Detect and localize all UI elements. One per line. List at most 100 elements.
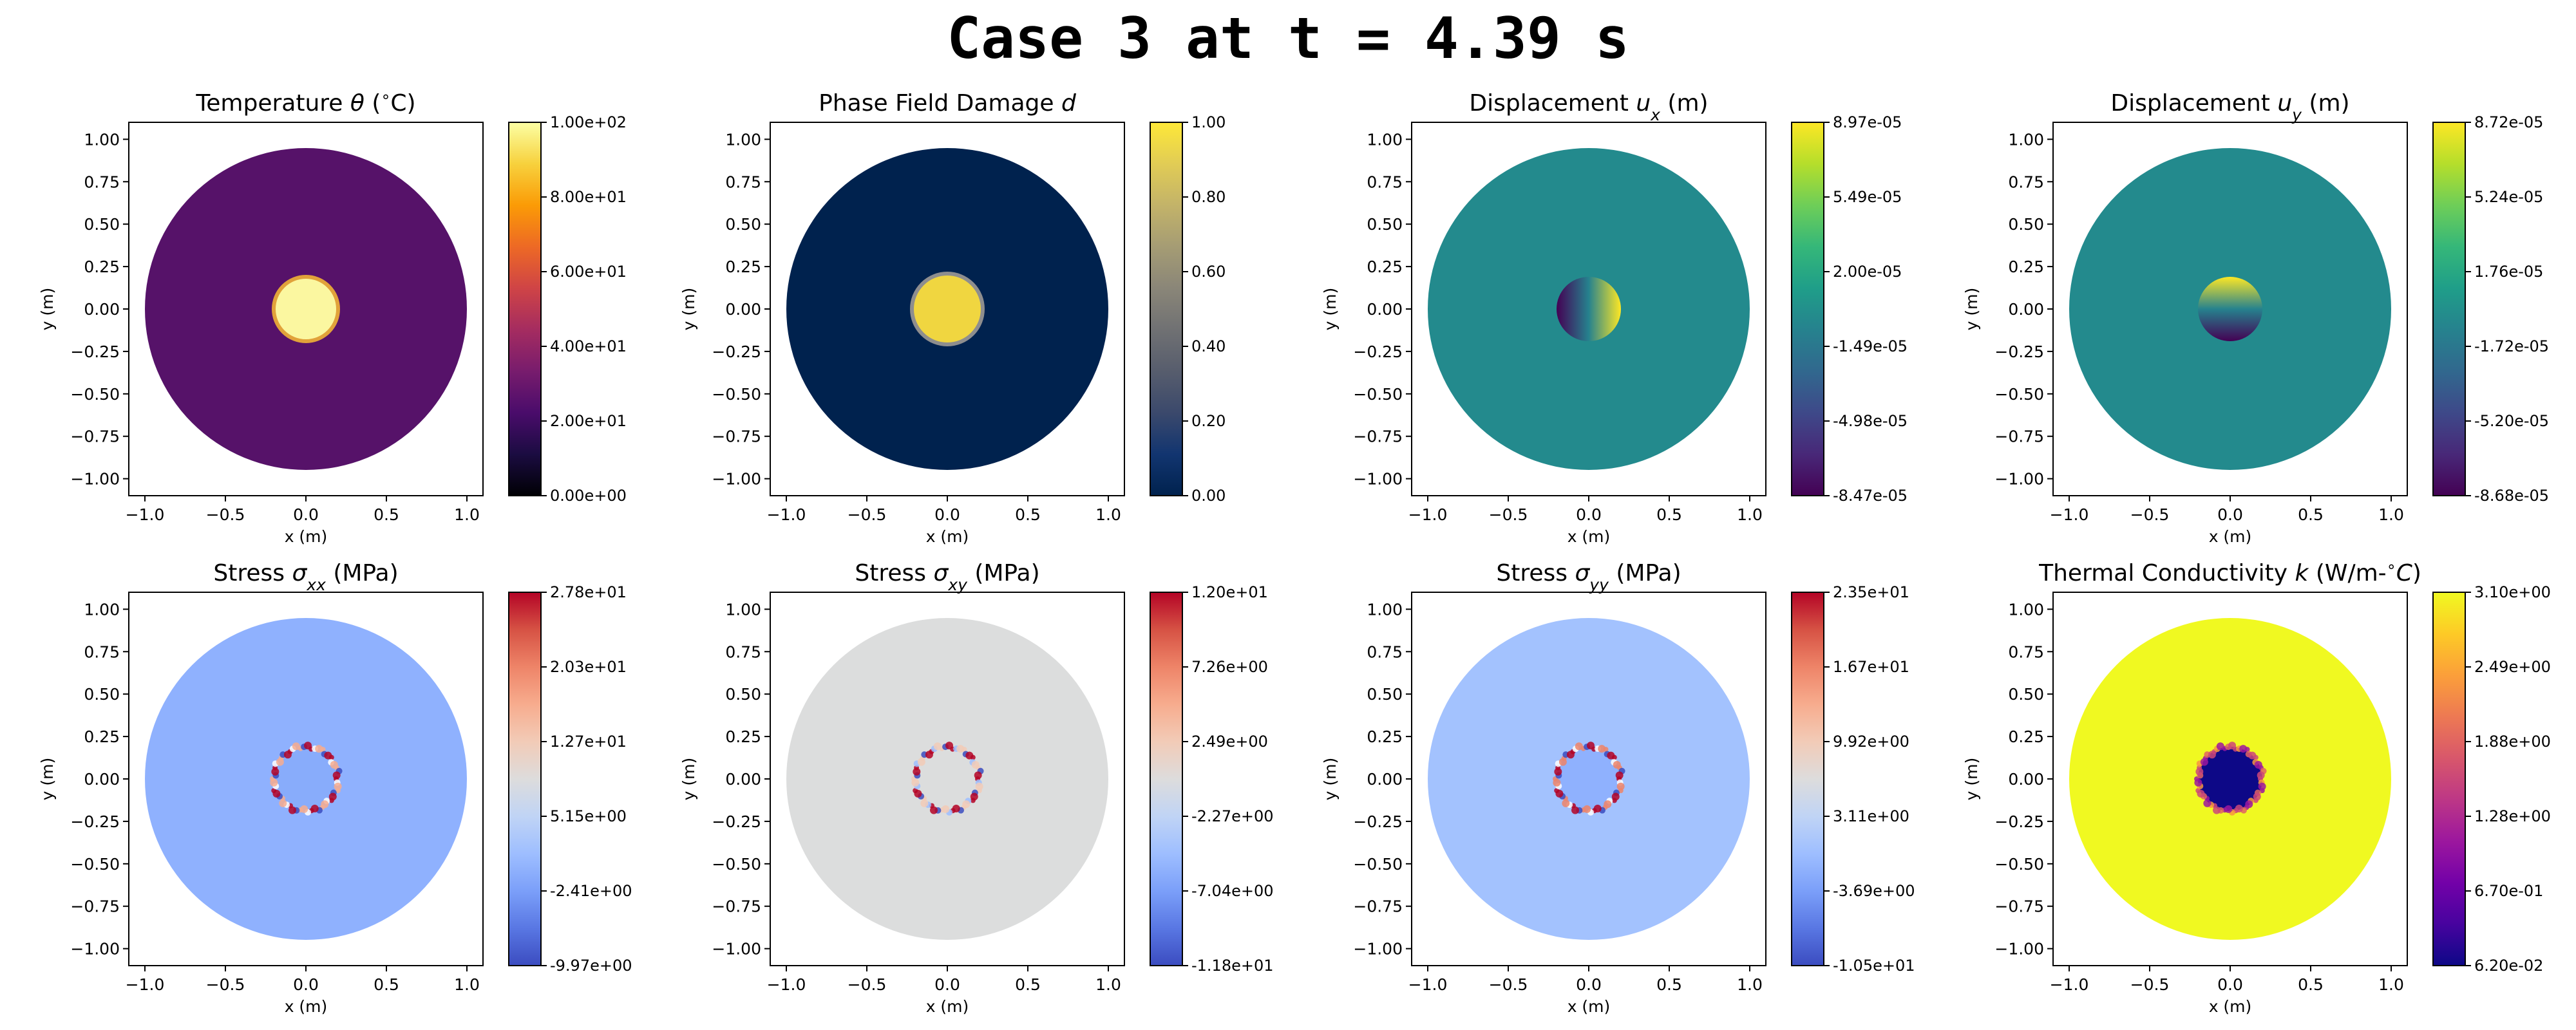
ring-blob [1603,747,1609,753]
colorbar-tick-label: 1.67e+01 [1833,658,1909,676]
y-tick-label: −1.00 [1994,940,2044,959]
colorbar [1150,122,1183,496]
subplot-3: Displacement ux (m) −1.0 −0.5 0.0 0.5 1.0 −1.0… [1321,90,1908,546]
y-tick-label: −0.25 [1994,342,2044,361]
y-tick-label: −1.00 [1353,470,1403,489]
ring-blob [2213,806,2221,814]
ring-blob [970,798,976,803]
y-tick-label: −0.25 [1353,342,1403,361]
colorbar [1791,122,1824,496]
x-tick-label: 0.0 [1576,505,1602,524]
y-tick-label: 1.00 [84,600,120,619]
subplot-8: Thermal Conductivity k (W/m-∘C)−1.0 −0.5 0… [1962,557,2551,1016]
colorbar-tick-label: -2.41e+00 [550,882,632,900]
subplot-5: Stress σxx (MPa) −1.0 −0.5 0.0 0.5 1.0 −1.00 −0… [38,560,632,1016]
x-tick-label: 1.0 [454,975,480,994]
y-tick-label: 0.75 [1367,642,1403,661]
ring-blob [976,788,982,794]
colorbar [508,122,542,496]
ring-blob [2253,798,2259,803]
colorbar [1791,592,1824,966]
x-tick-label: 0.0 [2217,975,2243,994]
ring-blob [1554,788,1560,794]
y-tick-label: 1.00 [725,600,761,619]
colorbar-tick-label: 3.10e+00 [2474,583,2551,601]
y-tick-label: 0.25 [84,258,120,276]
colorbar-tick-label: 1.27e+01 [550,733,627,751]
colorbar-tick-label: 6.70e-01 [2474,882,2543,900]
colorbar-tick-label: 5.15e+00 [550,807,627,825]
ring-blob [2259,788,2265,794]
x-tick-label: 0.5 [2298,975,2324,994]
x-axis-label: x (m) [1567,527,1611,546]
x-tick-label: 0.5 [374,505,399,524]
subplot-4: Displacement uy (m) −1.0 −0.5 0.0 0.5 1.0 −1.0… [1962,90,2549,546]
y-tick-label: −0.50 [1353,855,1403,874]
colorbar-tick-label: 1.76e-05 [2474,263,2543,281]
colorbar-tick-label: -2.27e+00 [1191,807,1274,825]
x-axis-label: x (m) [1567,997,1611,1016]
x-tick-label: 0.0 [934,975,960,994]
subplot-title: Stress σyy (MPa) [1496,560,1681,594]
colorbar-tick-label: 6.20e-02 [2474,957,2543,975]
y-tick-label: 1.00 [84,130,120,149]
y-tick-label: −1.00 [70,470,120,489]
ring-blob [920,799,929,807]
y-tick-label: 0.00 [84,770,120,789]
colorbar-tick-label: 1.00 [1191,113,1226,131]
y-tick-label: 0.00 [725,300,761,319]
y-tick-label: −0.25 [70,812,120,831]
x-tick-label: −0.5 [2130,505,2170,524]
y-tick-label: −0.25 [712,342,761,361]
subplot-2: Phase Field Damage d −1.0 −0.5 0.0 0.5 1.0 −1.… [679,90,1226,546]
colorbar-tick-label: 0.20 [1191,412,1226,430]
subplot-1: Temperature θ (∘C) −1.0 −0.5 0.0 0.5 1.0 −1.00… [38,88,627,546]
y-tick-label: −0.75 [1994,897,2044,916]
y-tick-label: 1.00 [2008,130,2044,149]
y-tick-label: 1.00 [1367,600,1403,619]
colorbar-tick-label: 8.97e-05 [1833,113,1902,131]
y-tick-label: −0.50 [712,855,761,874]
y-tick-label: −0.75 [1353,427,1403,446]
y-tick-label: −0.50 [1353,385,1403,404]
inclusion [272,275,340,343]
x-tick-label: −1.0 [2050,975,2089,994]
y-tick-label: −0.75 [70,897,120,916]
ring-blob [332,771,341,780]
y-tick-label: 0.50 [84,215,120,234]
y-axis-label: y (m) [1321,758,1340,801]
y-axis-label: y (m) [38,288,57,331]
colorbar-tick-label: 0.00e+00 [550,487,627,505]
y-tick-label: 1.00 [2008,600,2044,619]
y-tick-label: 0.25 [725,258,761,276]
y-tick-label: 1.00 [725,130,761,149]
subplot-title: Stress σxx (MPa) [213,560,398,594]
x-tick-label: 0.0 [293,505,319,524]
ring-blob [334,782,342,791]
y-tick-label: −0.50 [70,385,120,404]
x-tick-label: −0.5 [848,975,887,994]
ring-blob [1618,788,1624,794]
ring-blob [1611,798,1617,803]
y-tick-label: 0.00 [725,770,761,789]
x-tick-label: 0.0 [934,505,960,524]
y-tick-label: −0.50 [1994,855,2044,874]
x-tick-label: −1.0 [2050,505,2089,524]
ring-blob [335,788,341,794]
ring-blob [1616,782,1625,791]
inclusion [1557,277,1621,341]
ring-blob [974,771,982,780]
ring-blob [1611,754,1617,760]
x-axis-label: x (m) [285,527,328,546]
subplot-title: Displacement uy (m) [2110,90,2349,124]
y-axis-label: y (m) [1321,288,1340,331]
colorbar-tick-label: 2.00e-05 [1833,263,1902,281]
x-tick-label: 0.0 [293,975,319,994]
y-tick-label: −1.00 [1994,470,2044,489]
y-axis-label: y (m) [1962,288,1981,331]
y-axis-label: y (m) [679,758,698,801]
y-tick-label: −0.75 [1353,897,1403,916]
y-tick-label: 0.25 [1367,258,1403,276]
x-tick-label: 0.0 [2217,505,2243,524]
ring-blob [2258,782,2266,791]
